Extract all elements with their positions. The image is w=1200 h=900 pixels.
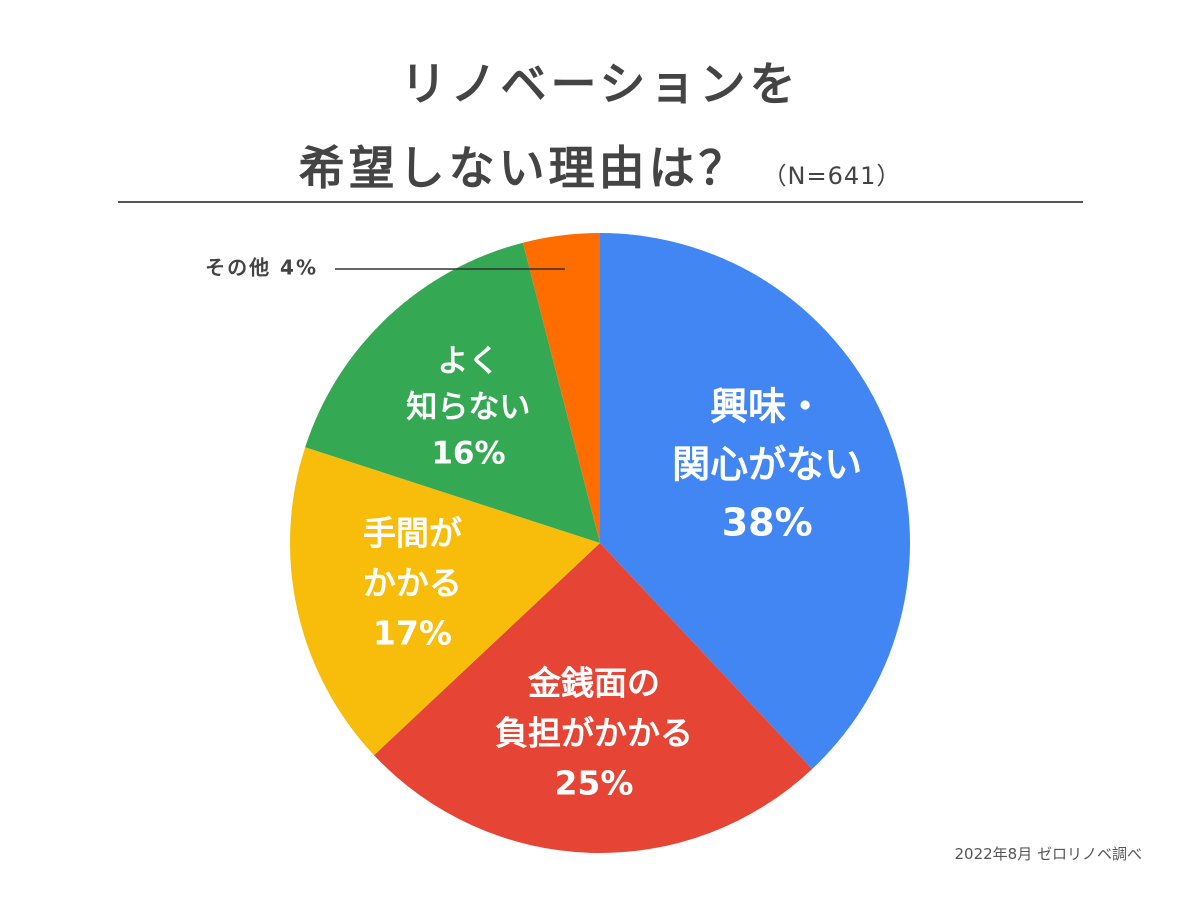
chart-title-line-1: リノベーションを xyxy=(400,57,800,111)
slice-label-unfamiliar: よく xyxy=(437,343,499,379)
slice-percent-unfamiliar: 16% xyxy=(431,435,505,471)
chart-title-line-2: 希望しない理由は？ （N=641） xyxy=(0,132,1200,198)
pie-slice-no-interest xyxy=(600,233,910,769)
pie-slice-effort xyxy=(290,447,600,756)
slice-percent-cost: 25% xyxy=(554,764,633,803)
slice-label-effort: かかる xyxy=(363,563,462,602)
source-note: 2022年8月 ゼロリノベ調べ xyxy=(954,845,1143,863)
pie-callouts: その他 4% xyxy=(205,256,566,280)
slice-label-no-interest: 興味・ xyxy=(710,384,824,428)
pie-slice-cost xyxy=(374,543,813,853)
callout-label-other: その他 4% xyxy=(205,256,318,280)
slice-percent-effort: 17% xyxy=(373,613,452,652)
pie-slices xyxy=(290,233,910,853)
slice-label-cost: 金銭面の xyxy=(527,664,660,703)
sample-size-label: （N=641） xyxy=(762,162,902,190)
slice-label-no-interest: 関心がない xyxy=(672,442,862,486)
slice-percent-no-interest: 38% xyxy=(722,500,813,544)
pie-slice-unfamiliar xyxy=(305,242,600,543)
slice-label-cost: 負担がかかる xyxy=(495,714,693,753)
chart-title-question: 希望しない理由は？ xyxy=(298,141,749,195)
slice-label-unfamiliar: 知らない xyxy=(406,389,530,425)
pie-slice-other xyxy=(522,233,600,543)
slice-label-effort: 手間が xyxy=(363,513,462,552)
title-divider xyxy=(118,201,1083,203)
